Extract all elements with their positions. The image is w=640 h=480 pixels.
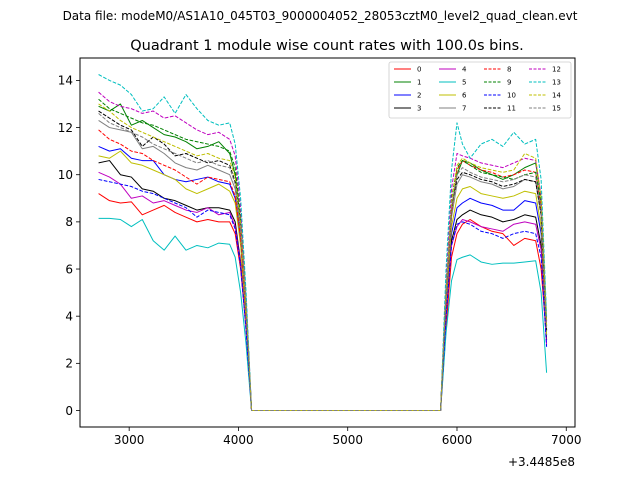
series-line-4 <box>98 171 548 411</box>
legend-label-10: 10 <box>507 92 516 100</box>
series-line-10 <box>98 178 548 411</box>
x-tick-label: 3000 <box>114 433 145 447</box>
x-offset-label: +3.4485e8 <box>508 455 575 469</box>
x-tick-label: 5000 <box>332 433 363 447</box>
legend-label-7: 7 <box>462 105 466 113</box>
series-line-5 <box>98 217 548 411</box>
y-tick-label: 8 <box>65 215 73 229</box>
y-tick-label: 6 <box>65 262 73 276</box>
legend-label-4: 4 <box>462 66 467 74</box>
x-tick-label: 7000 <box>551 433 582 447</box>
legend-label-14: 14 <box>552 92 561 100</box>
y-tick-label: 10 <box>58 168 73 182</box>
legend-label-1: 1 <box>417 79 421 87</box>
chart-title: Quadrant 1 module wise count rates with … <box>130 38 524 54</box>
legend-label-2: 2 <box>417 92 421 100</box>
y-tick-label: 2 <box>65 357 73 371</box>
legend-label-12: 12 <box>552 66 561 74</box>
y-tick-label: 14 <box>58 74 73 88</box>
series-line-13 <box>98 74 548 411</box>
legend-label-5: 5 <box>462 79 466 87</box>
legend-label-6: 6 <box>462 92 467 100</box>
chart-suptitle: Data file: modeM0/AS1A10_045T03_90000040… <box>63 9 578 23</box>
legend-label-3: 3 <box>417 105 421 113</box>
y-tick-label: 12 <box>58 121 73 135</box>
series-line-15 <box>98 113 548 411</box>
x-tick-label: 4000 <box>223 433 254 447</box>
series-line-12 <box>98 91 548 411</box>
legend-label-15: 15 <box>552 105 561 113</box>
legend-label-8: 8 <box>507 66 511 74</box>
legend-label-11: 11 <box>507 105 516 113</box>
x-tick-label: 6000 <box>442 433 473 447</box>
legend-label-9: 9 <box>507 79 511 87</box>
plot-frame <box>79 57 576 428</box>
series-line-14 <box>98 103 548 411</box>
legend-box <box>388 61 572 119</box>
legend-label-13: 13 <box>552 79 561 87</box>
y-tick-label: 4 <box>65 309 73 323</box>
plot-area <box>80 58 575 427</box>
y-tick-label: 0 <box>65 404 73 418</box>
legend-label-0: 0 <box>417 66 421 74</box>
series-layer <box>98 74 548 411</box>
